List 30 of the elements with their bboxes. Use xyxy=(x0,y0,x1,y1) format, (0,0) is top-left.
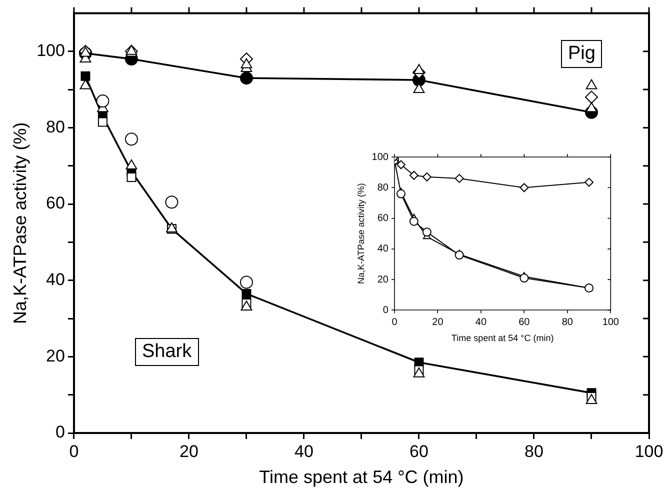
y-tick-label: 100 xyxy=(36,41,65,60)
x-tick-label: 20 xyxy=(180,442,198,461)
y-tick-label: 0 xyxy=(382,304,389,316)
y-tick-label: 80 xyxy=(46,117,65,136)
x-tick-label: 80 xyxy=(562,316,574,328)
x-tick-label: 20 xyxy=(432,316,444,328)
y-tick-label: 20 xyxy=(377,274,389,286)
y-tick-label: 60 xyxy=(377,213,389,224)
y-axis-title: Na,K-ATPase activity (%) xyxy=(10,122,30,324)
y-tick-label: 100 xyxy=(372,152,389,163)
x-tick-label: 0 xyxy=(392,316,398,328)
x-tick-label: 100 xyxy=(602,316,620,328)
y-tick-label: 20 xyxy=(46,346,65,366)
annotation: Pig xyxy=(561,40,602,68)
x-tick-label: 0 xyxy=(69,442,79,461)
x-tick-label: 60 xyxy=(518,316,530,328)
x-axis-title: Time spent at 54 °C (min) xyxy=(259,467,464,488)
y-tick-label: 40 xyxy=(46,270,65,290)
x-tick-label: 40 xyxy=(294,442,314,461)
y-tick-label: 60 xyxy=(46,194,65,213)
y-tick-label: 0 xyxy=(55,422,65,442)
x-tick-label: 60 xyxy=(410,442,428,461)
y-tick-label: 80 xyxy=(377,182,389,194)
x-tick-label: 40 xyxy=(475,316,487,328)
y-axis-title: Na,K-ATPase activity (%) xyxy=(356,183,366,284)
x-axis-title: Time spent at 54 °C (min) xyxy=(451,333,554,344)
y-tick-label: 40 xyxy=(377,244,389,255)
x-tick-label: 80 xyxy=(524,442,544,461)
x-tick-label: 100 xyxy=(634,442,664,461)
annotation: Shark xyxy=(135,338,199,366)
